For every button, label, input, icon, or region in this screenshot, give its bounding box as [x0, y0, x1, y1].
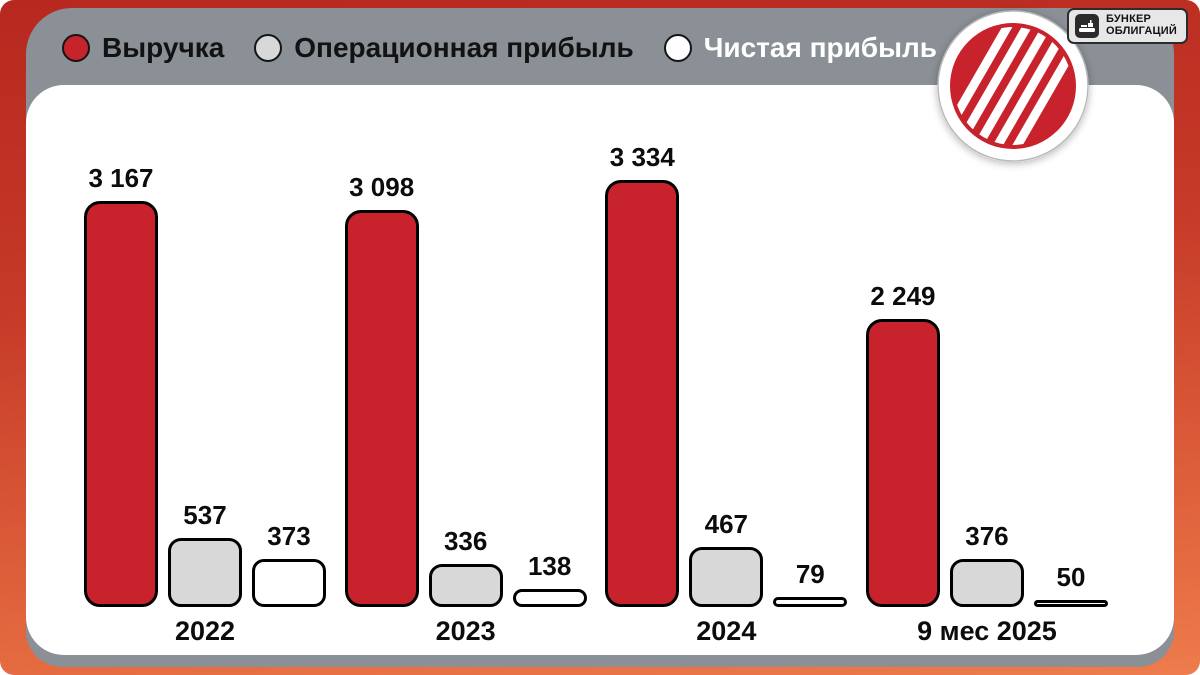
bar-slot: 3 334: [605, 142, 680, 607]
value-label: 537: [183, 500, 227, 530]
bar-slot: 50: [1033, 562, 1108, 607]
value-label: 336: [443, 526, 488, 556]
net-profit-swatch-icon: [663, 34, 692, 62]
year-group: 3 098 336 138 2023: [344, 172, 587, 647]
bar-9 мес 2025: [1033, 600, 1108, 607]
category-label: 9 мес 2025: [917, 616, 1057, 646]
bar-2022: [252, 559, 326, 607]
bar-slot: 376: [949, 521, 1024, 607]
value-label: 467: [704, 509, 748, 539]
bunker-ship-icon: [1075, 14, 1100, 38]
category-label: 2024: [696, 616, 757, 646]
bar-2022: [84, 201, 158, 607]
channel-name-line2: ОБЛИГАЦИЙ: [1106, 25, 1177, 37]
year-group: 2 249 376 50 9 мес 2025: [865, 281, 1108, 647]
value-label: 3 098: [349, 172, 415, 202]
value-label: 79: [795, 559, 825, 589]
bar-2024: [773, 597, 848, 607]
bar-slot: 537: [168, 500, 242, 607]
legend-item-net-profit: Чистая прибыль: [663, 32, 937, 64]
legend-item-operating-profit: Операционная прибыль: [254, 32, 634, 64]
legend-label: Чистая прибыль: [703, 32, 937, 63]
year-group: 3 167 537 373 2022: [84, 163, 326, 647]
bar-2024: [689, 547, 764, 607]
channel-name-line1: БУНКЕР: [1106, 13, 1152, 26]
bar-cluster: 2 249 376 50: [865, 281, 1108, 607]
bar-slot: 3 167: [84, 163, 158, 607]
bar-slot: 2 249: [865, 281, 940, 607]
legend-label: Операционная прибыль: [294, 32, 634, 63]
value-label: 138: [527, 551, 572, 581]
bar-slot: 373: [252, 521, 326, 607]
bar-chart: 3 167 537 373 2022 3 098 336 138 2023 3 334 467 79…: [84, 142, 1108, 647]
bar-slot: 79: [773, 559, 848, 607]
bar-2023: [428, 564, 503, 607]
value-label: 373: [267, 521, 311, 551]
bar-2022: [168, 538, 242, 607]
bar-slot: 336: [428, 526, 503, 607]
bar-slot: 3 098: [344, 172, 419, 607]
value-label: 3 167: [88, 163, 154, 193]
bar-cluster: 3 334 467 79: [605, 142, 848, 607]
value-label: 376: [965, 521, 1009, 551]
bar-slot: 138: [512, 551, 587, 607]
channel-name: БУНКЕР ОБЛИГАЦИЙ: [1106, 14, 1177, 37]
bar-cluster: 3 167 537 373: [84, 163, 326, 607]
bar-2024: [605, 180, 680, 607]
bar-9 мес 2025: [865, 319, 940, 607]
revenue-swatch-icon: [62, 34, 90, 62]
value-label: 2 249: [870, 281, 936, 311]
chart-panel: 3 167 537 373 2022 3 098 336 138 2023 3 334 467 79…: [26, 85, 1174, 655]
striped-circle-logo-icon: [937, 5, 1089, 166]
value-label: 50: [1056, 562, 1086, 592]
bar-9 мес 2025: [949, 559, 1024, 607]
legend-label: Выручка: [102, 32, 225, 63]
value-label: 3 334: [609, 142, 675, 172]
bar-cluster: 3 098 336 138: [344, 172, 587, 607]
bar-2023: [344, 210, 419, 607]
brand-logo: [937, 5, 1089, 166]
channel-badge: БУНКЕР ОБЛИГАЦИЙ: [1067, 8, 1188, 44]
year-group: 3 334 467 79 2024: [605, 142, 848, 647]
operating-profit-swatch-icon: [254, 34, 283, 62]
bar-slot: 467: [689, 509, 764, 607]
category-label: 2023: [435, 616, 496, 646]
bar-2023: [512, 589, 587, 607]
legend-bar: Выручка Операционная прибыль Чистая приб…: [26, 8, 1174, 88]
legend-item-revenue: Выручка: [62, 32, 224, 64]
category-label: 2022: [174, 616, 236, 646]
